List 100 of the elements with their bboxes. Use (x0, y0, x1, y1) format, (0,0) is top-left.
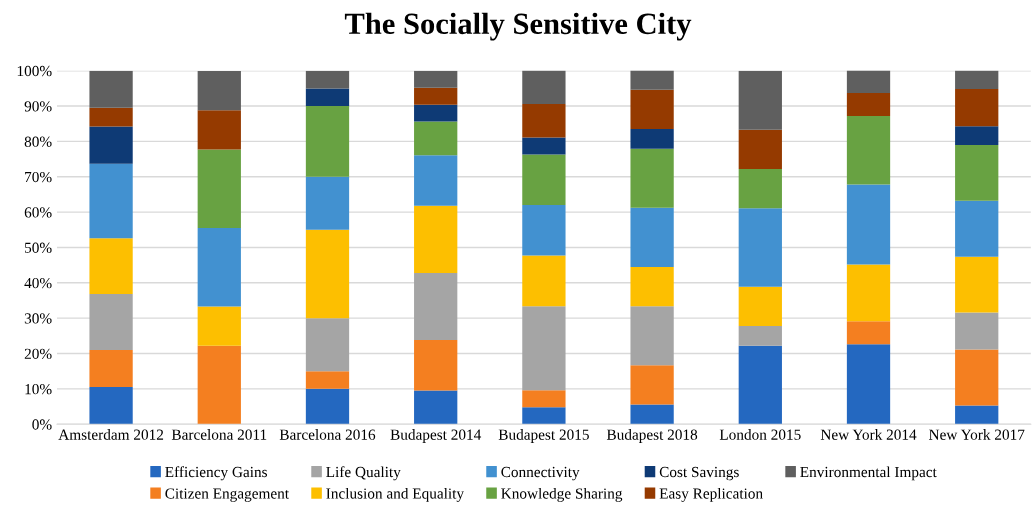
bar (846, 92, 891, 116)
bar (846, 321, 891, 345)
x-tick-label: Budapest 2018 (606, 429, 698, 443)
bar (846, 115, 891, 185)
bar (197, 110, 241, 150)
bar (414, 155, 458, 206)
bar (846, 70, 891, 93)
chart-title: The Socially Sensitive City (344, 12, 692, 41)
bar (738, 168, 782, 209)
bar (305, 318, 350, 372)
x-tick-label: Budapest 2015 (498, 429, 589, 443)
legend-label: Easy Replication (659, 487, 763, 502)
y-tick-label: 70% (25, 171, 52, 183)
bar (89, 107, 133, 127)
bar (305, 176, 350, 230)
legend-label: Life Quality (326, 466, 401, 481)
bar (89, 349, 133, 388)
bar (738, 129, 782, 169)
bar (414, 121, 458, 156)
y-tick-label: 0% (32, 419, 52, 430)
bar (738, 286, 782, 326)
bar (955, 89, 999, 127)
bar (846, 344, 891, 425)
x-tick-label: Barcelona 2016 (279, 429, 376, 440)
bar (522, 70, 566, 104)
bar (197, 306, 241, 346)
bar (197, 71, 241, 111)
x-tick-label: Amsterdam 2012 (58, 429, 164, 440)
bar (414, 87, 458, 105)
bar (955, 200, 999, 257)
bar (630, 404, 674, 425)
bar (955, 312, 999, 350)
bar (630, 306, 674, 366)
x-tick-label: New York 2014 (820, 429, 917, 440)
bar (522, 306, 566, 391)
x-tick-label: Barcelona 2011 (171, 429, 267, 440)
bar (522, 390, 566, 408)
bar (522, 255, 566, 307)
bar (630, 365, 674, 405)
y-tick-label: 10% (25, 383, 52, 395)
bar (955, 349, 999, 406)
legend-label: Efficiency Gains (165, 466, 268, 481)
x-tick-label: New York 2017 (928, 429, 1025, 440)
bar (197, 149, 241, 229)
bar (89, 163, 133, 239)
y-tick-label: 60% (24, 207, 52, 218)
y-tick-label: 100% (17, 65, 52, 77)
legend-label: Citizen Engagement (165, 488, 289, 502)
bar (522, 137, 566, 155)
legend-label: Knowledge Sharing (501, 487, 623, 502)
y-tick-label: 40% (24, 277, 52, 289)
bar (955, 405, 999, 425)
bar (522, 103, 566, 138)
bar (305, 229, 350, 319)
bar (630, 129, 674, 149)
y-tick-label: 90% (24, 101, 52, 112)
bar (197, 345, 241, 425)
bar (305, 371, 350, 389)
bar (89, 387, 133, 425)
bar (955, 126, 999, 145)
bar (89, 126, 133, 164)
bar (955, 70, 999, 90)
bar (89, 294, 133, 350)
bar (197, 228, 241, 307)
x-tick-label: London 2015 (719, 429, 801, 440)
bar (955, 144, 999, 201)
bar (630, 70, 674, 90)
x-tick-label: Budapest 2014 (390, 429, 482, 443)
bar (305, 70, 350, 89)
bar (630, 148, 674, 208)
y-tick-label: 30% (24, 313, 52, 324)
bar (630, 89, 674, 130)
bar (89, 70, 133, 108)
bar (414, 340, 458, 391)
bar (305, 106, 350, 177)
bar (738, 345, 782, 425)
bar (955, 256, 999, 313)
bar (414, 205, 458, 273)
bar (630, 266, 674, 307)
legend-label: Inclusion and Equality (326, 487, 464, 502)
bar (414, 272, 458, 341)
bar (305, 388, 350, 425)
bar (414, 104, 458, 122)
legend-label: Connectivity (501, 466, 580, 481)
bar (414, 70, 458, 88)
bar (738, 70, 782, 130)
bar (738, 208, 782, 287)
legend-label: Environmental Impact (800, 466, 937, 481)
y-tick-label: 50% (25, 242, 52, 253)
bar (846, 184, 891, 265)
bar (630, 207, 674, 267)
y-tick-label: 80% (24, 136, 52, 147)
bar (522, 154, 566, 206)
bar (522, 407, 566, 425)
bar (522, 205, 566, 256)
bar (738, 325, 782, 346)
legend-label: Cost Savings (659, 466, 739, 481)
bar (846, 264, 891, 322)
bar (414, 390, 458, 425)
bar (305, 88, 350, 107)
